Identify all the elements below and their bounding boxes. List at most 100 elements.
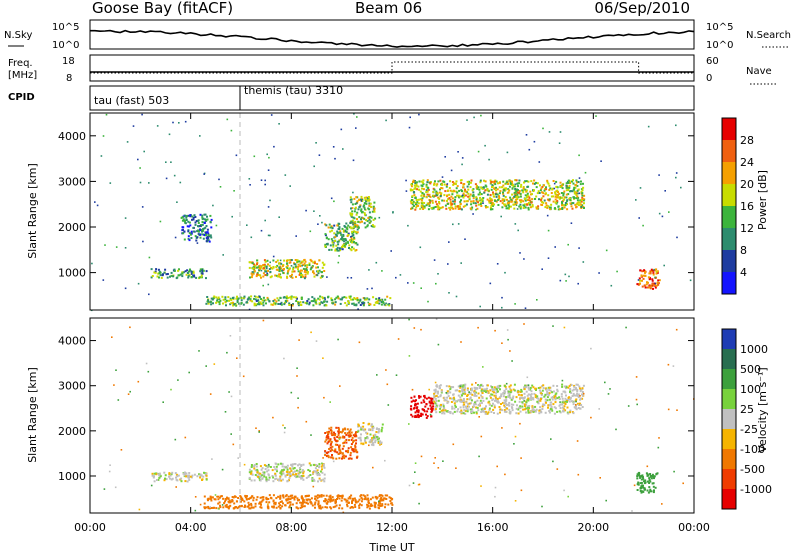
velocity-cell (554, 401, 557, 404)
power-cell (384, 298, 387, 301)
power-cell (557, 205, 560, 208)
velocity-cell (300, 495, 303, 498)
velocity-cell (306, 495, 309, 497)
velocity-cell (546, 391, 549, 394)
velocity-cell (287, 495, 290, 498)
velocity-cell (550, 396, 553, 399)
power-cell (301, 274, 304, 277)
power-cell (414, 208, 417, 211)
power-cell (350, 277, 353, 279)
power-cell (509, 179, 512, 182)
velocity-cell (264, 468, 267, 471)
velocity-cell (240, 505, 243, 508)
velocity-cell (310, 497, 313, 500)
power-cell (458, 189, 461, 192)
velocity-cell (408, 318, 410, 321)
velocity-cell (535, 408, 538, 411)
velocity-cell (210, 499, 213, 502)
velocity-cell (559, 403, 562, 406)
power-cell (317, 266, 319, 269)
power-cell (309, 230, 312, 233)
velocity-cell (471, 383, 474, 386)
velocity-cell (509, 396, 512, 399)
power-cell (231, 215, 233, 218)
velocity-cell (476, 399, 479, 402)
velocity-cell (117, 399, 120, 401)
power-cell (512, 203, 515, 206)
velocity-cell (576, 383, 579, 386)
power-cell (263, 259, 266, 262)
velocity-cell (649, 480, 652, 483)
power-cell (232, 298, 235, 301)
velocity-cell (331, 445, 334, 448)
velocity-cell (359, 426, 362, 429)
power-cell (649, 287, 652, 290)
velocity-cell (260, 506, 263, 509)
velocity-cell (323, 477, 326, 480)
power-cell (368, 202, 371, 205)
velocity-cell (464, 383, 467, 386)
freq-frame (89, 54, 695, 82)
velocity-cell (487, 411, 490, 414)
velocity-cell (540, 392, 543, 395)
velocity-cell (650, 490, 653, 493)
velocity-cell (268, 494, 271, 497)
velocity-cell (265, 476, 268, 479)
velocity-cell (386, 494, 389, 497)
velocity-cell (286, 498, 288, 501)
velocity-cell (434, 391, 437, 394)
power-cell (440, 206, 443, 209)
power-cell (413, 184, 416, 187)
power-cell (342, 233, 345, 236)
velocity-cell (296, 375, 298, 377)
velocity-cell (357, 437, 360, 440)
power-cell (351, 234, 354, 237)
velocity-cell (551, 391, 554, 394)
velocity-colorbar-swatch (722, 409, 736, 430)
power-cell (289, 267, 291, 270)
velocity-cell (318, 494, 321, 497)
velocity-cell (247, 501, 250, 504)
power-cell (179, 181, 182, 184)
velocity-cell (378, 500, 380, 503)
power-cell (346, 228, 349, 231)
velocity-cell (254, 469, 257, 472)
velocity-cell (224, 504, 227, 507)
power-cell (547, 182, 550, 185)
power-cell (276, 297, 279, 300)
power-cell (200, 274, 203, 277)
velocity-cell (177, 474, 180, 477)
velocity-cell (491, 399, 494, 402)
power-cell (475, 208, 477, 211)
power-cell (205, 270, 208, 273)
velocity-cell (462, 406, 465, 409)
velocity-cell (273, 466, 276, 468)
velocity-cell (377, 430, 380, 433)
power-cell (355, 242, 358, 244)
velocity-cell (381, 423, 384, 426)
power-cell (326, 242, 329, 245)
velocity-cell (323, 473, 326, 476)
power-cell (353, 297, 356, 299)
power-cell (359, 205, 362, 208)
power-cell (289, 185, 291, 187)
power-cell (212, 204, 214, 207)
power-cell (364, 208, 366, 211)
velocity-colorbar-tick-label: 100 (740, 383, 761, 396)
power-cell (409, 116, 411, 119)
velocity-cell (187, 476, 190, 479)
power-cell (414, 186, 417, 189)
velocity-cell (567, 396, 570, 399)
velocity-colorbar-swatch (722, 349, 736, 370)
power-cell (343, 244, 346, 247)
power-cell (367, 217, 370, 220)
power-cell (565, 196, 568, 199)
power-cell (368, 221, 371, 224)
velocity-cell (527, 406, 529, 409)
velocity-cell (473, 390, 475, 393)
power-cell (306, 264, 309, 267)
power-cell (290, 297, 293, 300)
power-cell (345, 231, 348, 233)
velocity-cell (440, 390, 443, 393)
velocity-cell (297, 464, 299, 467)
